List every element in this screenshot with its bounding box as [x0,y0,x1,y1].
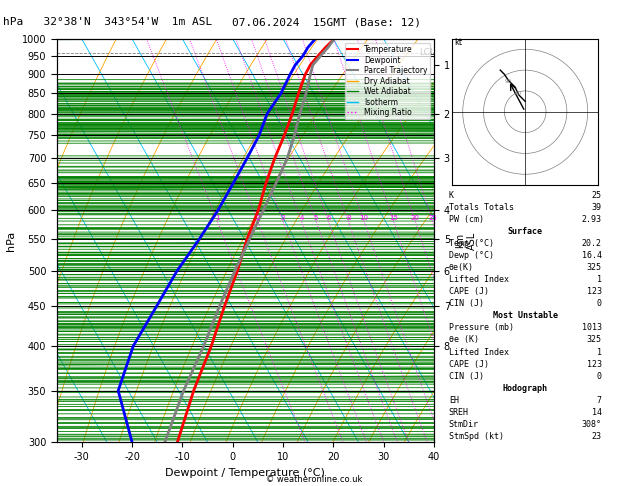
Text: 90: 90 [504,79,511,84]
Text: 123: 123 [587,360,602,368]
Text: 15: 15 [389,215,398,222]
Text: 23: 23 [592,432,602,441]
Text: 10: 10 [360,215,369,222]
Y-axis label: km
ASL: km ASL [455,231,477,250]
Text: 0: 0 [597,372,602,381]
Text: 325: 325 [587,335,602,345]
Text: 1: 1 [597,347,602,357]
Text: 39: 39 [592,203,602,212]
Text: 20: 20 [411,215,420,222]
Text: 8: 8 [346,215,350,222]
Text: 60: 60 [515,91,522,96]
Text: 5: 5 [314,215,318,222]
Text: Lifted Index: Lifted Index [448,275,509,284]
Text: 6: 6 [326,215,331,222]
Text: 07.06.2024  15GMT (Base: 12): 07.06.2024 15GMT (Base: 12) [233,17,421,27]
Text: 2.93: 2.93 [582,215,602,224]
Text: 16.4: 16.4 [582,251,602,260]
Text: 1: 1 [597,275,602,284]
Text: Lifted Index: Lifted Index [448,347,509,357]
Text: CIN (J): CIN (J) [448,372,484,381]
Text: 3: 3 [281,215,285,222]
Text: Dewp (°C): Dewp (°C) [448,251,494,260]
Text: θe (K): θe (K) [448,335,479,345]
Text: 25: 25 [592,191,602,200]
Text: 0: 0 [597,299,602,308]
Text: 25: 25 [428,215,437,222]
Text: 325: 325 [587,263,602,272]
X-axis label: Dewpoint / Temperature (°C): Dewpoint / Temperature (°C) [165,468,325,478]
Text: Most Unstable: Most Unstable [493,312,558,320]
Text: K: K [448,191,454,200]
Text: 2: 2 [255,215,260,222]
Text: StmSpd (kt): StmSpd (kt) [448,432,504,441]
Legend: Temperature, Dewpoint, Parcel Trajectory, Dry Adiabat, Wet Adiabat, Isotherm, Mi: Temperature, Dewpoint, Parcel Trajectory… [345,43,430,120]
Text: θe(K): θe(K) [448,263,474,272]
Text: Pressure (mb): Pressure (mb) [448,324,514,332]
Text: 1: 1 [215,215,220,222]
Text: PW (cm): PW (cm) [448,215,484,224]
Text: SREH: SREH [448,408,469,417]
Text: EH: EH [448,396,459,405]
Text: 308°: 308° [582,420,602,429]
Text: hPa   32°38'N  343°54'W  1m ASL: hPa 32°38'N 343°54'W 1m ASL [3,17,213,27]
Text: 1013: 1013 [582,324,602,332]
Text: Surface: Surface [508,227,543,236]
Text: 20.2: 20.2 [582,239,602,248]
Text: 7: 7 [597,396,602,405]
Text: 123: 123 [587,287,602,296]
Y-axis label: hPa: hPa [6,230,16,251]
Text: Temp (°C): Temp (°C) [448,239,494,248]
Text: Hodograph: Hodograph [503,383,548,393]
Text: CIN (J): CIN (J) [448,299,484,308]
Text: kt: kt [454,38,462,47]
Text: 4: 4 [299,215,304,222]
Text: 14: 14 [592,408,602,417]
Text: CAPE (J): CAPE (J) [448,287,489,296]
Text: Totals Totals: Totals Totals [448,203,514,212]
Text: LCL: LCL [419,48,434,57]
Text: © weatheronline.co.uk: © weatheronline.co.uk [266,474,363,484]
Text: StmDir: StmDir [448,420,479,429]
Text: CAPE (J): CAPE (J) [448,360,489,368]
